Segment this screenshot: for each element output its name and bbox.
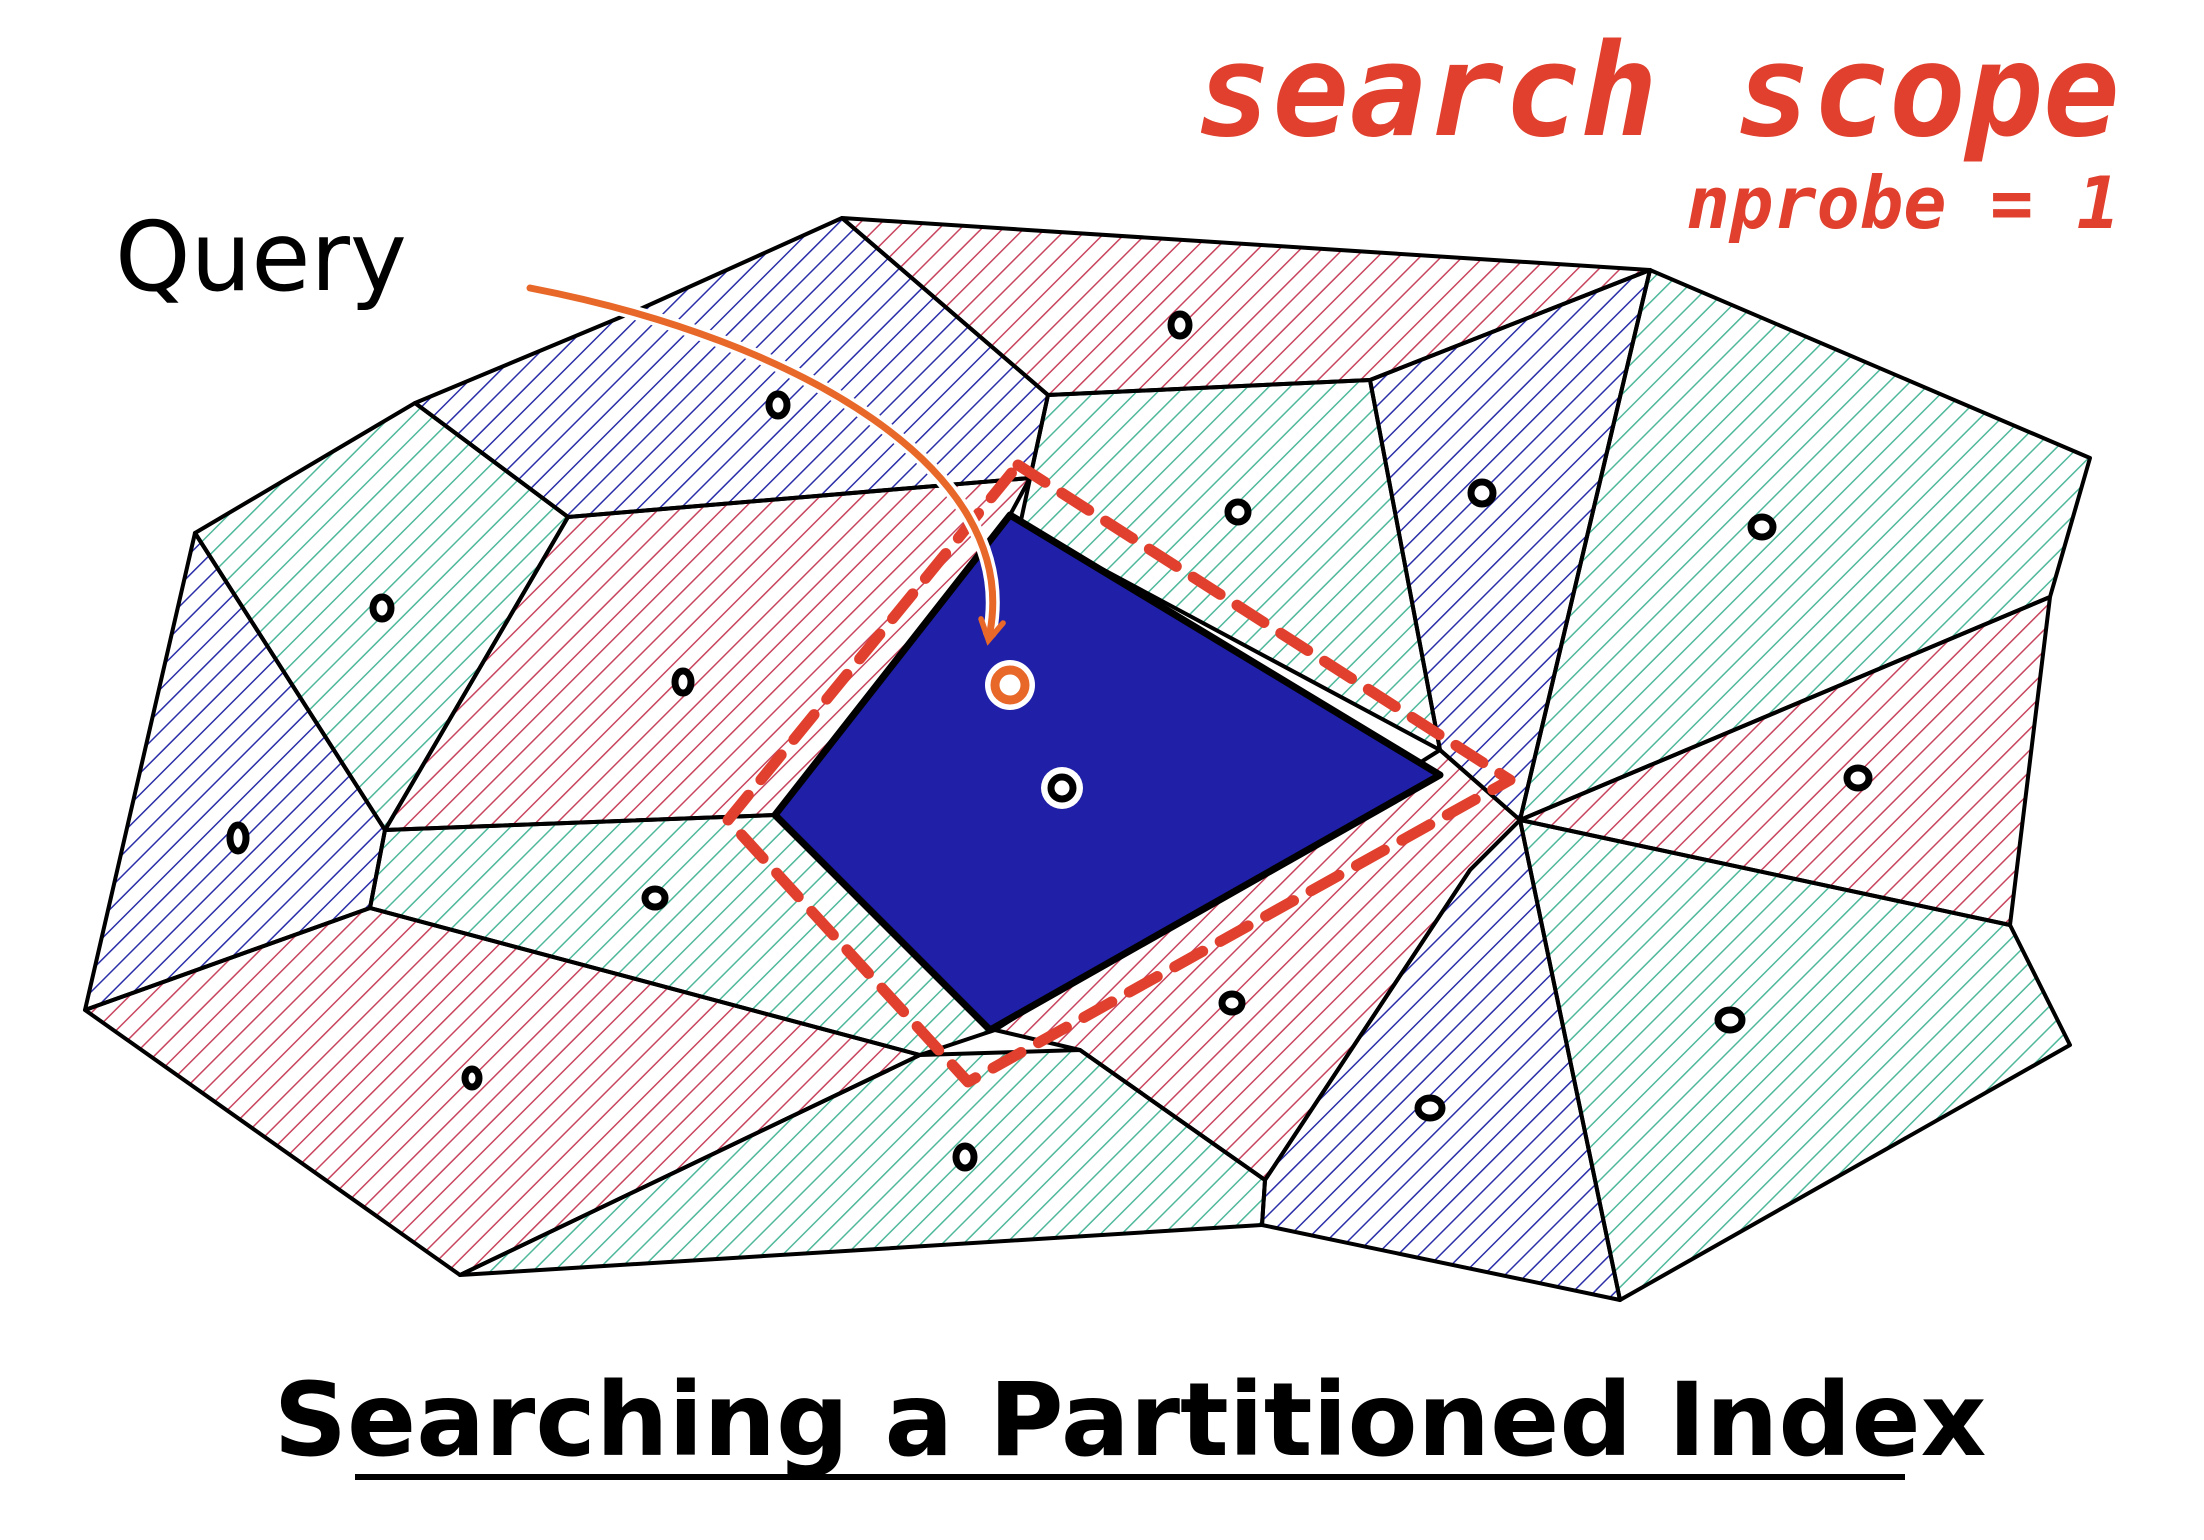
centroid-icon (952, 1142, 978, 1172)
centroid-icon (1167, 310, 1193, 340)
query-label: Query (115, 201, 407, 313)
selected-partition (771, 511, 1444, 1034)
search-scope-label: search scope (1195, 17, 2120, 166)
search-scope-boundary (722, 459, 1516, 1088)
centroid-icon (1843, 764, 1873, 792)
centroid-icon (1747, 513, 1777, 541)
centroid-icon (1224, 498, 1252, 526)
centroid-icon (369, 593, 395, 623)
centroid-icon (671, 667, 695, 697)
centroid-icon (1714, 1006, 1746, 1034)
cell-lower-left-green (368, 813, 997, 1057)
centroid-icon (1467, 478, 1497, 508)
cell-bottom-mid-blue (1260, 818, 1622, 1302)
centroid-icon (461, 1065, 483, 1091)
centroid-icon (1218, 990, 1246, 1016)
partition-cells (83, 216, 2092, 1302)
centroids (226, 310, 1873, 1172)
centroid-icon (765, 390, 791, 420)
diagram-title: Searching a Partitioned Index (274, 1361, 1987, 1480)
centroid-icon (226, 821, 250, 855)
centroid-icon (641, 885, 669, 911)
centroid-icon (1414, 1094, 1446, 1122)
nprobe-label: nprobe = 1 (1687, 161, 2120, 245)
selected-centroid (1041, 767, 1083, 809)
query-point-icon (985, 660, 1035, 710)
centroid-icon (1047, 773, 1077, 803)
query-arrow (526, 284, 1006, 646)
